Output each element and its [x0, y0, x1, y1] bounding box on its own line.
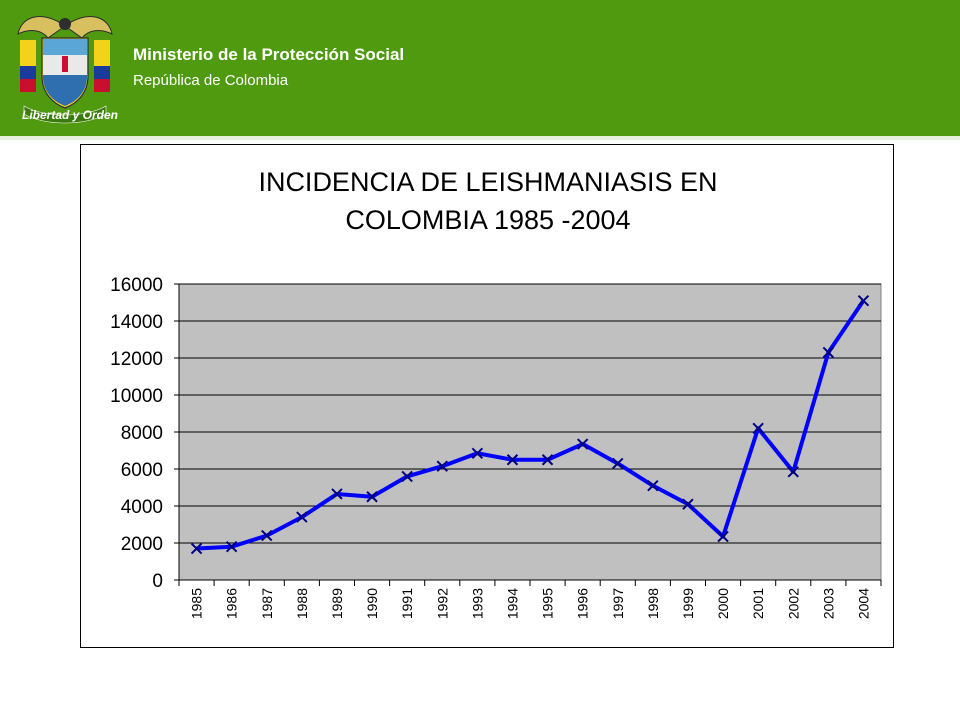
x-tick-label: 1988	[294, 588, 310, 619]
x-tick-label: 2001	[750, 588, 766, 619]
x-tick-label: 1995	[540, 588, 556, 619]
x-tick-label: 1987	[259, 588, 275, 619]
axes	[178, 284, 882, 586]
coat-of-arms-icon	[17, 16, 113, 124]
y-tick-label: 6000	[121, 460, 163, 481]
x-tick-label: 1991	[399, 588, 415, 619]
data-point-marker	[401, 470, 413, 483]
data-point-marker	[857, 294, 870, 307]
data-point-marker	[541, 454, 554, 466]
data-point-marker	[717, 530, 729, 543]
chart-title-line-1: INCIDENCIA DE LEISHMANIASIS EN	[258, 167, 717, 197]
data-point-marker	[787, 466, 799, 478]
data-point-marker	[366, 491, 378, 503]
data-point-marker	[647, 479, 659, 492]
series-line	[196, 299, 866, 551]
series-layer	[190, 294, 870, 555]
chart-frame: INCIDENCIA DE LEISHMANIASIS EN COLOMBIA …	[80, 144, 894, 648]
y-tick-label: 12000	[110, 349, 163, 370]
data-point-marker	[225, 540, 238, 553]
data-point-marker	[296, 511, 308, 523]
x-tick-label: 1993	[469, 588, 485, 619]
y-tick-label: 0	[152, 571, 163, 592]
data-point-marker	[331, 488, 343, 500]
y-tick-label: 16000	[110, 275, 163, 296]
x-tick-labels: 1985 1986 1987 1988 1989 1990 1991 1992 1993 1994…	[189, 588, 872, 619]
x-tick-label: 2003	[820, 588, 836, 619]
y-tick-label: 4000	[121, 497, 163, 518]
x-tick-label: 2004	[855, 588, 871, 619]
y-tick-label: 14000	[110, 312, 163, 333]
x-tick-label: 1990	[364, 588, 380, 619]
x-tick-label: 1989	[329, 588, 345, 619]
x-tick-label: 2002	[785, 588, 801, 619]
incidence-line-chart: INCIDENCIA DE LEISHMANIASIS EN COLOMBIA …	[110, 167, 882, 619]
x-tick-label: 1998	[645, 588, 661, 619]
data-point-marker	[471, 447, 484, 459]
y-tick-label: 2000	[121, 534, 163, 555]
y-tick-labels: 0 2000 4000 6000 8000 10000 12000 14000 16000	[110, 275, 163, 592]
data-point-marker	[261, 529, 273, 542]
x-tick-label: 1996	[575, 588, 591, 619]
data-point-marker	[436, 460, 448, 472]
motto-text: Libertad y Orden	[21, 108, 119, 122]
gridlines	[174, 283, 881, 581]
ministry-name: Ministerio de la Protección Social	[133, 45, 405, 64]
data-point-marker	[576, 438, 589, 450]
data-point-marker	[190, 542, 203, 555]
x-tick-label: 1994	[504, 588, 520, 619]
data-point-marker	[752, 422, 764, 435]
x-tick-label: 1986	[224, 588, 240, 619]
data-point-marker	[506, 454, 519, 466]
x-tick-label: 1985	[189, 588, 205, 619]
chart-title-line-2: COLOMBIA 1985 -2004	[345, 205, 630, 235]
y-tick-label: 8000	[121, 423, 163, 444]
header-divider	[0, 136, 960, 140]
x-tick-label: 1999	[680, 588, 696, 619]
x-tick-label: 1992	[434, 588, 450, 619]
data-point-marker	[612, 457, 624, 470]
republic-name: República de Colombia	[133, 72, 289, 89]
data-point-marker	[682, 498, 694, 510]
header-banner: Libertad y Orden Ministerio de la Protec…	[0, 0, 960, 136]
data-point-marker	[822, 346, 835, 359]
x-tick-label: 2000	[715, 588, 731, 619]
y-tick-label: 10000	[110, 386, 163, 407]
x-tick-label: 1997	[610, 588, 626, 619]
